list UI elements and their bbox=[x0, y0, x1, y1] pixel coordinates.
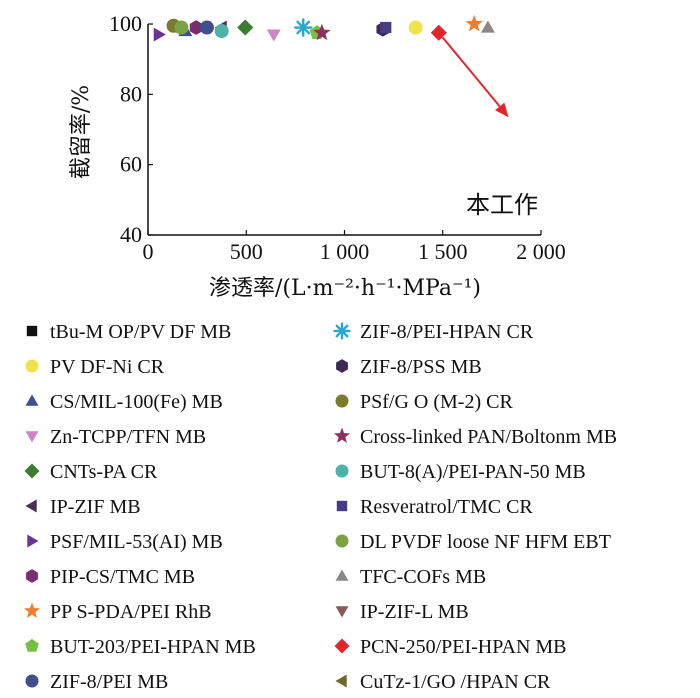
annotation-arrow-head bbox=[495, 102, 509, 118]
data-point bbox=[380, 21, 392, 34]
annotation-arrow bbox=[441, 36, 501, 108]
legend-marker bbox=[336, 359, 348, 373]
legend-marker bbox=[25, 674, 39, 688]
legend-marker bbox=[335, 394, 349, 408]
legend-entry: PV DF-Ni CR bbox=[50, 356, 165, 378]
legend-marker bbox=[333, 322, 351, 340]
annotation-label: 本工作 bbox=[466, 191, 538, 219]
legend-marker bbox=[26, 569, 38, 583]
x-tick-label: 1 500 bbox=[418, 239, 468, 264]
legend-marker bbox=[333, 427, 351, 443]
legend-entry: ZIF-8/PEI MB bbox=[50, 671, 168, 693]
x-tick-label: 500 bbox=[230, 239, 263, 264]
legend-entry: tBu-M OP/PV DF MB bbox=[50, 321, 231, 343]
x-axis-label: 渗透率/(L·m⁻²·h⁻¹·MPa⁻¹) bbox=[209, 276, 481, 301]
legend-entry: PCN-250/PEI-HPAN MB bbox=[360, 636, 567, 658]
legend-marker bbox=[27, 534, 39, 548]
legend-entry: PP S-PDA/PEI RhB bbox=[50, 601, 212, 623]
data-point bbox=[313, 23, 331, 41]
data-point bbox=[293, 18, 313, 37]
legend-entry: ZIF-8/PEI-HPAN CR bbox=[360, 321, 534, 343]
legend-entry: DL PVDF loose NF HFM EBT bbox=[360, 531, 611, 553]
data-point bbox=[237, 19, 254, 36]
data-point bbox=[480, 20, 495, 33]
data-point bbox=[465, 14, 483, 32]
legend-marker bbox=[336, 500, 348, 512]
legend-entry: IP-ZIF-L MB bbox=[360, 601, 469, 623]
axis-ticks: 0 500 1 000 1 500 2 000 40 60 80 100 bbox=[109, 11, 566, 264]
legend-marker bbox=[335, 464, 349, 478]
legend-marker bbox=[25, 499, 37, 513]
y-tick-label: 80 bbox=[120, 81, 142, 106]
y-tick-label: 60 bbox=[120, 152, 142, 177]
legend-entry: Cross-linked PAN/Boltonm MB bbox=[360, 426, 617, 448]
data-point bbox=[174, 20, 189, 35]
data-point bbox=[430, 24, 447, 41]
legend-marker bbox=[25, 394, 39, 406]
annotation: 本工作 bbox=[441, 36, 538, 219]
legend-marker bbox=[334, 638, 350, 654]
legend-entry: PSF/MIL-53(AI) MB bbox=[50, 531, 223, 553]
data-point bbox=[214, 24, 229, 39]
legend-entry: TFC-COFs MB bbox=[360, 566, 486, 588]
data-point bbox=[266, 29, 281, 42]
y-tick-label: 40 bbox=[120, 222, 142, 247]
data-point bbox=[153, 27, 166, 42]
x-tick-label: 2 000 bbox=[516, 239, 566, 264]
legend-marker bbox=[24, 463, 40, 479]
legend-entry: BUT-203/PEI-HPAN MB bbox=[50, 636, 256, 658]
legend-marker bbox=[26, 325, 38, 337]
legend-entry: CNTs-PA CR bbox=[50, 461, 158, 483]
legend-entry: IP-ZIF MB bbox=[50, 496, 141, 518]
legend-marker bbox=[25, 638, 39, 652]
x-tick-label: 0 bbox=[143, 239, 154, 264]
y-axis-label: 截留率/% bbox=[69, 85, 94, 179]
legend-entry: Zn-TCPP/TFN MB bbox=[50, 426, 206, 448]
legend-entry: PSf/G O (M-2) CR bbox=[360, 391, 513, 413]
y-tick-label: 100 bbox=[109, 11, 142, 36]
legend-marker bbox=[335, 606, 349, 618]
data-points bbox=[153, 14, 495, 42]
data-point bbox=[189, 20, 203, 35]
legend-marker bbox=[335, 534, 349, 548]
legend-entry: CuTz-1/GO /HPAN CR bbox=[360, 671, 551, 693]
legend-marker bbox=[25, 431, 39, 443]
legend-entry: ZIF-8/PSS MB bbox=[360, 356, 482, 378]
data-point bbox=[408, 20, 423, 35]
legend-marker bbox=[23, 602, 41, 618]
legend-marker bbox=[335, 674, 347, 688]
x-tick-label: 1 000 bbox=[320, 239, 370, 264]
legend-entry: CS/MIL-100(Fe) MB bbox=[50, 391, 223, 413]
legend-entry: PIP-CS/TMC MB bbox=[50, 566, 195, 588]
legend: tBu-M OP/PV DF MB PV DF-Ni CR CS/MIL-100(F… bbox=[23, 321, 617, 693]
legend-marker bbox=[25, 359, 39, 373]
legend-entry: BUT-8(A)/PEI-PAN-50 MB bbox=[360, 461, 586, 483]
legend-entry: Resveratrol/TMC CR bbox=[360, 496, 533, 518]
data-point bbox=[199, 20, 214, 35]
legend-marker bbox=[335, 569, 349, 581]
